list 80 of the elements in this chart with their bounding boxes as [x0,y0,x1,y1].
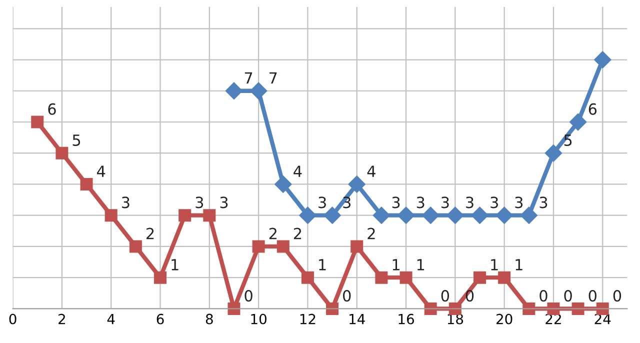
point [375,271,388,284]
point [129,240,142,253]
data-label: 2 [146,228,154,240]
data-label: 7 [244,72,252,84]
data-label: 4 [96,166,106,177]
data-label: 0 [441,290,450,302]
data-label: 6 [588,103,597,115]
point [594,51,612,68]
data-label: 3 [392,196,400,208]
point [324,206,341,224]
point [400,271,412,284]
data-label: 1 [392,259,400,270]
data-label: 3 [466,196,474,208]
point [473,271,486,284]
point [498,271,511,284]
point [348,176,366,193]
point [154,271,167,284]
data-label: 0 [613,290,622,302]
point [496,206,513,224]
data-label: 3 [416,196,424,208]
data-label: 1 [172,259,178,270]
point [397,206,415,224]
data-label: 0 [564,290,572,302]
data-label: 0 [244,290,252,302]
data-label: 3 [515,196,523,208]
point [299,206,316,224]
data-label: 1 [319,259,326,270]
point [274,176,292,193]
data-label: 0 [540,290,548,302]
x-tick-label: 4 [107,314,115,324]
x-tick-label: 6 [156,314,164,324]
point [276,240,290,253]
point [225,82,243,100]
x-tick-label: 16 [398,314,414,324]
data-label: 3 [540,196,548,208]
data-label: 4 [294,166,302,177]
x-tick-label: 0 [9,314,16,324]
data-label: 6 [48,103,56,115]
point [203,209,216,222]
data-label: 3 [318,196,326,208]
data-label: 5 [564,134,572,146]
data-label: 5 [72,134,80,146]
data-label: 0 [588,290,596,302]
data-label: 1 [491,259,498,270]
x-tick-label: 2 [58,314,65,324]
data-label: 1 [417,259,424,270]
point [56,146,68,160]
data-label: 3 [220,196,228,208]
data-label: 3 [490,196,498,208]
point [301,271,314,284]
point [569,113,587,131]
point [544,144,562,162]
point [422,206,440,224]
data-label: 3 [441,196,449,208]
point [350,240,364,253]
point [250,82,268,100]
point [471,206,488,224]
data-label: 2 [269,228,276,240]
data-label: 7 [270,72,277,84]
data-label: 3 [343,196,351,208]
point [252,240,265,253]
point [446,206,464,224]
data-label: 4 [367,166,376,177]
point [178,209,192,222]
point [520,206,538,224]
data-label: 0 [343,290,351,302]
x-tick-label: 10 [251,314,266,324]
x-tick-label: 12 [300,314,316,324]
data-label: 2 [294,228,302,240]
data-label: 3 [196,196,204,208]
point [31,116,44,128]
point [104,209,118,222]
data-label: 2 [368,228,375,240]
x-tick-label: 20 [496,314,512,324]
point [372,206,390,224]
data-label: 1 [516,259,522,270]
point [80,178,93,190]
data-label: 3 [122,196,130,208]
x-tick-label: 8 [206,314,213,324]
x-tick-label: 14 [350,314,365,324]
